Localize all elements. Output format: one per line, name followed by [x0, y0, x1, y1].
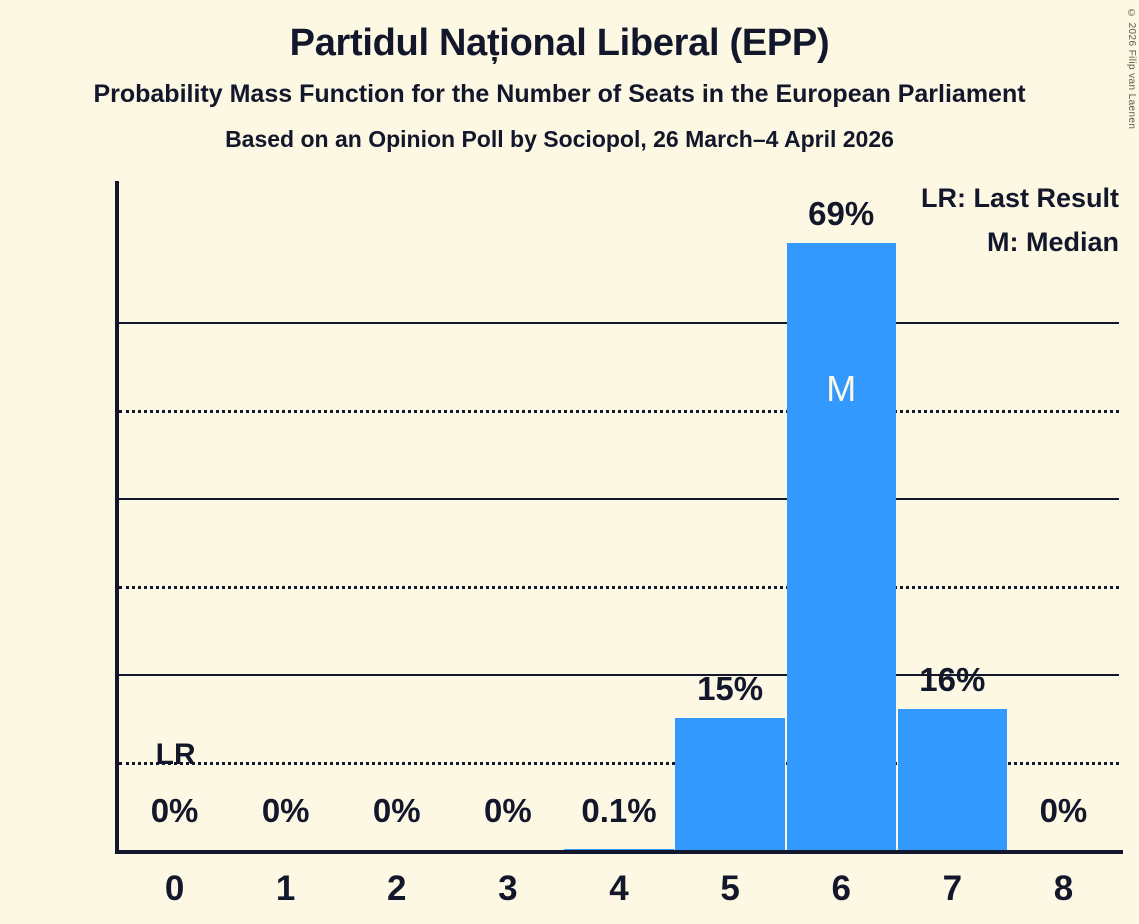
plot-area: 20%40%60% M 0%0%0%0%0.1%15%69%16%0% 0123…: [115, 181, 1123, 906]
x-axis-tick-label: 7: [942, 869, 963, 908]
page-title: Partidul Național Liberal (EPP): [289, 22, 830, 64]
x-axis-tick-label: 4: [609, 869, 629, 908]
gridline-major: [119, 673, 1119, 676]
gridline-major: [119, 321, 1119, 324]
bar-value-label: 0%: [484, 792, 532, 829]
gridline-minor: [119, 409, 1119, 413]
copyright-notice: © 2026 Filip van Laenen: [1126, 8, 1137, 130]
bar: [564, 849, 674, 850]
x-axis-tick-label: 6: [831, 869, 851, 908]
gridline-minor: [119, 585, 1119, 589]
bar-value-label: 15%: [697, 669, 764, 707]
chart-subtitle: Probability Mass Function for the Number…: [93, 80, 1026, 108]
bar: [897, 709, 1008, 850]
bar: M: [786, 242, 896, 850]
x-axis-tick-label: 0: [164, 869, 185, 908]
median-marker: M: [826, 367, 857, 409]
bar-value-label: 0%: [150, 792, 199, 829]
legend-item-median: M: Median: [987, 227, 1119, 257]
x-axis-tick-label: 8: [1053, 869, 1074, 908]
chart-source-note: Based on an Opinion Poll by Sociopol, 26…: [225, 126, 894, 152]
bar-value-label: 69%: [808, 194, 875, 232]
bar-value-label: 0%: [261, 792, 310, 829]
x-axis-tick-label: 3: [498, 869, 518, 908]
bar-value-label: 0.1%: [581, 792, 657, 829]
gridline-minor: [119, 761, 1119, 765]
last-result-marker: LR: [155, 737, 196, 771]
legend-item-last-result: LR: Last Result: [920, 183, 1119, 213]
bar: [675, 717, 785, 850]
chart-title-block: Partidul Național Liberal (EPP) Probabil…: [0, 0, 1119, 151]
x-axis-tick-label: 2: [387, 869, 407, 908]
y-axis-line: [115, 181, 119, 854]
x-axis-line: [115, 850, 1123, 854]
gridline-major: [119, 497, 1119, 500]
bar-value-label: 16%: [919, 661, 986, 699]
x-axis-tick-label: 1: [275, 869, 296, 908]
chart-legend: LR: Last Result M: Median: [921, 185, 1119, 273]
x-axis-tick-label: 5: [720, 869, 740, 908]
bar-value-label: 0%: [372, 792, 421, 829]
bar-value-label: 0%: [1039, 792, 1088, 829]
